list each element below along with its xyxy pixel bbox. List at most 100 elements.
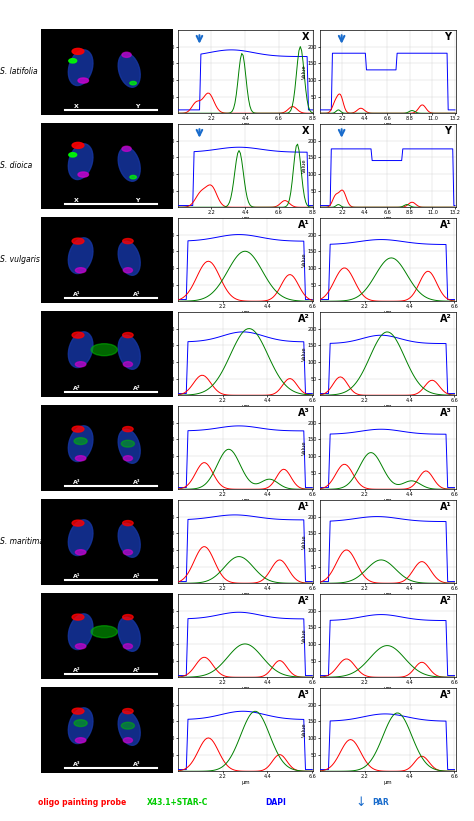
Ellipse shape	[123, 550, 133, 555]
Y-axis label: Value: Value	[159, 252, 164, 267]
Ellipse shape	[72, 48, 84, 54]
Text: Y: Y	[445, 32, 451, 43]
Text: X: X	[302, 126, 309, 136]
Ellipse shape	[72, 614, 84, 620]
Y-axis label: Value: Value	[301, 64, 307, 79]
Y-axis label: Value: Value	[159, 722, 164, 737]
Ellipse shape	[121, 722, 135, 729]
Y-axis label: Value: Value	[301, 252, 307, 267]
Ellipse shape	[75, 268, 86, 273]
X-axis label: μm: μm	[241, 592, 250, 597]
Ellipse shape	[123, 427, 133, 432]
Ellipse shape	[130, 176, 137, 179]
Ellipse shape	[91, 344, 118, 355]
Text: S. dioica: S. dioica	[0, 162, 33, 171]
Ellipse shape	[123, 615, 133, 620]
Text: A¹: A¹	[440, 220, 451, 231]
Y-axis label: Value: Value	[159, 64, 164, 79]
Ellipse shape	[118, 429, 140, 463]
Text: A³: A³	[73, 762, 81, 767]
Text: X43.1+STAR-C: X43.1+STAR-C	[147, 799, 208, 807]
Ellipse shape	[72, 709, 84, 714]
X-axis label: μm: μm	[383, 592, 392, 597]
Ellipse shape	[68, 50, 93, 85]
X-axis label: μm: μm	[383, 404, 392, 409]
Ellipse shape	[75, 550, 86, 555]
Ellipse shape	[68, 238, 93, 273]
Y-axis label: Value: Value	[159, 534, 164, 549]
Text: A³: A³	[440, 408, 451, 419]
Ellipse shape	[74, 720, 87, 727]
Ellipse shape	[78, 78, 89, 83]
Text: S. vulgaris: S. vulgaris	[0, 255, 40, 264]
X-axis label: μm: μm	[241, 780, 250, 785]
Ellipse shape	[123, 709, 133, 713]
Ellipse shape	[72, 238, 84, 244]
Ellipse shape	[123, 362, 133, 367]
Text: A¹: A¹	[298, 502, 309, 512]
Ellipse shape	[69, 153, 77, 157]
Ellipse shape	[118, 147, 140, 181]
Text: A²: A²	[298, 314, 309, 324]
X-axis label: μm: μm	[383, 122, 392, 127]
Y-axis label: Value: Value	[159, 346, 164, 361]
Y-axis label: Value: Value	[159, 158, 164, 173]
Text: S. latifolia: S. latifolia	[0, 67, 38, 76]
Y-axis label: Value: Value	[159, 628, 164, 643]
Ellipse shape	[123, 738, 133, 743]
X-axis label: μm: μm	[241, 122, 250, 127]
Text: S. maritima: S. maritima	[0, 538, 45, 547]
Ellipse shape	[130, 81, 137, 85]
Text: A¹: A¹	[73, 574, 81, 579]
Y-axis label: Value: Value	[301, 628, 307, 643]
Ellipse shape	[118, 53, 140, 87]
Ellipse shape	[68, 614, 93, 649]
Y-axis label: Value: Value	[301, 346, 307, 361]
Text: PAR: PAR	[372, 799, 389, 807]
Ellipse shape	[72, 333, 84, 338]
X-axis label: μm: μm	[383, 686, 392, 691]
Text: A¹: A¹	[133, 574, 141, 579]
Ellipse shape	[123, 239, 133, 244]
Text: A²: A²	[133, 386, 141, 391]
Text: X: X	[74, 198, 79, 203]
X-axis label: μm: μm	[241, 216, 250, 221]
Ellipse shape	[118, 335, 140, 369]
X-axis label: μm: μm	[383, 498, 392, 503]
Text: A²: A²	[73, 386, 81, 391]
Text: oligo painting probe: oligo painting probe	[38, 799, 126, 807]
Text: A¹: A¹	[73, 291, 81, 297]
Y-axis label: Value: Value	[301, 534, 307, 549]
Ellipse shape	[74, 438, 87, 444]
Ellipse shape	[118, 241, 140, 275]
Ellipse shape	[75, 456, 86, 461]
Ellipse shape	[123, 521, 133, 525]
Ellipse shape	[121, 440, 135, 447]
Ellipse shape	[68, 708, 93, 744]
Y-axis label: Value: Value	[301, 722, 307, 737]
Text: A³: A³	[133, 479, 141, 485]
Ellipse shape	[75, 362, 86, 367]
Text: X: X	[74, 103, 79, 109]
Ellipse shape	[118, 523, 140, 557]
X-axis label: μm: μm	[383, 310, 392, 315]
X-axis label: μm: μm	[241, 498, 250, 503]
Ellipse shape	[75, 738, 86, 743]
Text: A²: A²	[298, 596, 309, 607]
Text: X: X	[302, 32, 309, 43]
Text: Y: Y	[135, 103, 139, 109]
Text: A¹: A¹	[298, 220, 309, 231]
X-axis label: μm: μm	[241, 404, 250, 409]
Text: Y: Y	[135, 198, 139, 203]
Y-axis label: Value: Value	[301, 440, 307, 455]
Ellipse shape	[122, 146, 131, 151]
Text: A²: A²	[440, 314, 451, 324]
Text: ↓: ↓	[355, 796, 365, 810]
X-axis label: μm: μm	[383, 216, 392, 221]
Ellipse shape	[123, 456, 133, 461]
Text: DAPI: DAPI	[265, 799, 286, 807]
Ellipse shape	[78, 172, 89, 177]
X-axis label: μm: μm	[383, 780, 392, 785]
Y-axis label: Value: Value	[301, 158, 307, 173]
Ellipse shape	[122, 53, 131, 57]
